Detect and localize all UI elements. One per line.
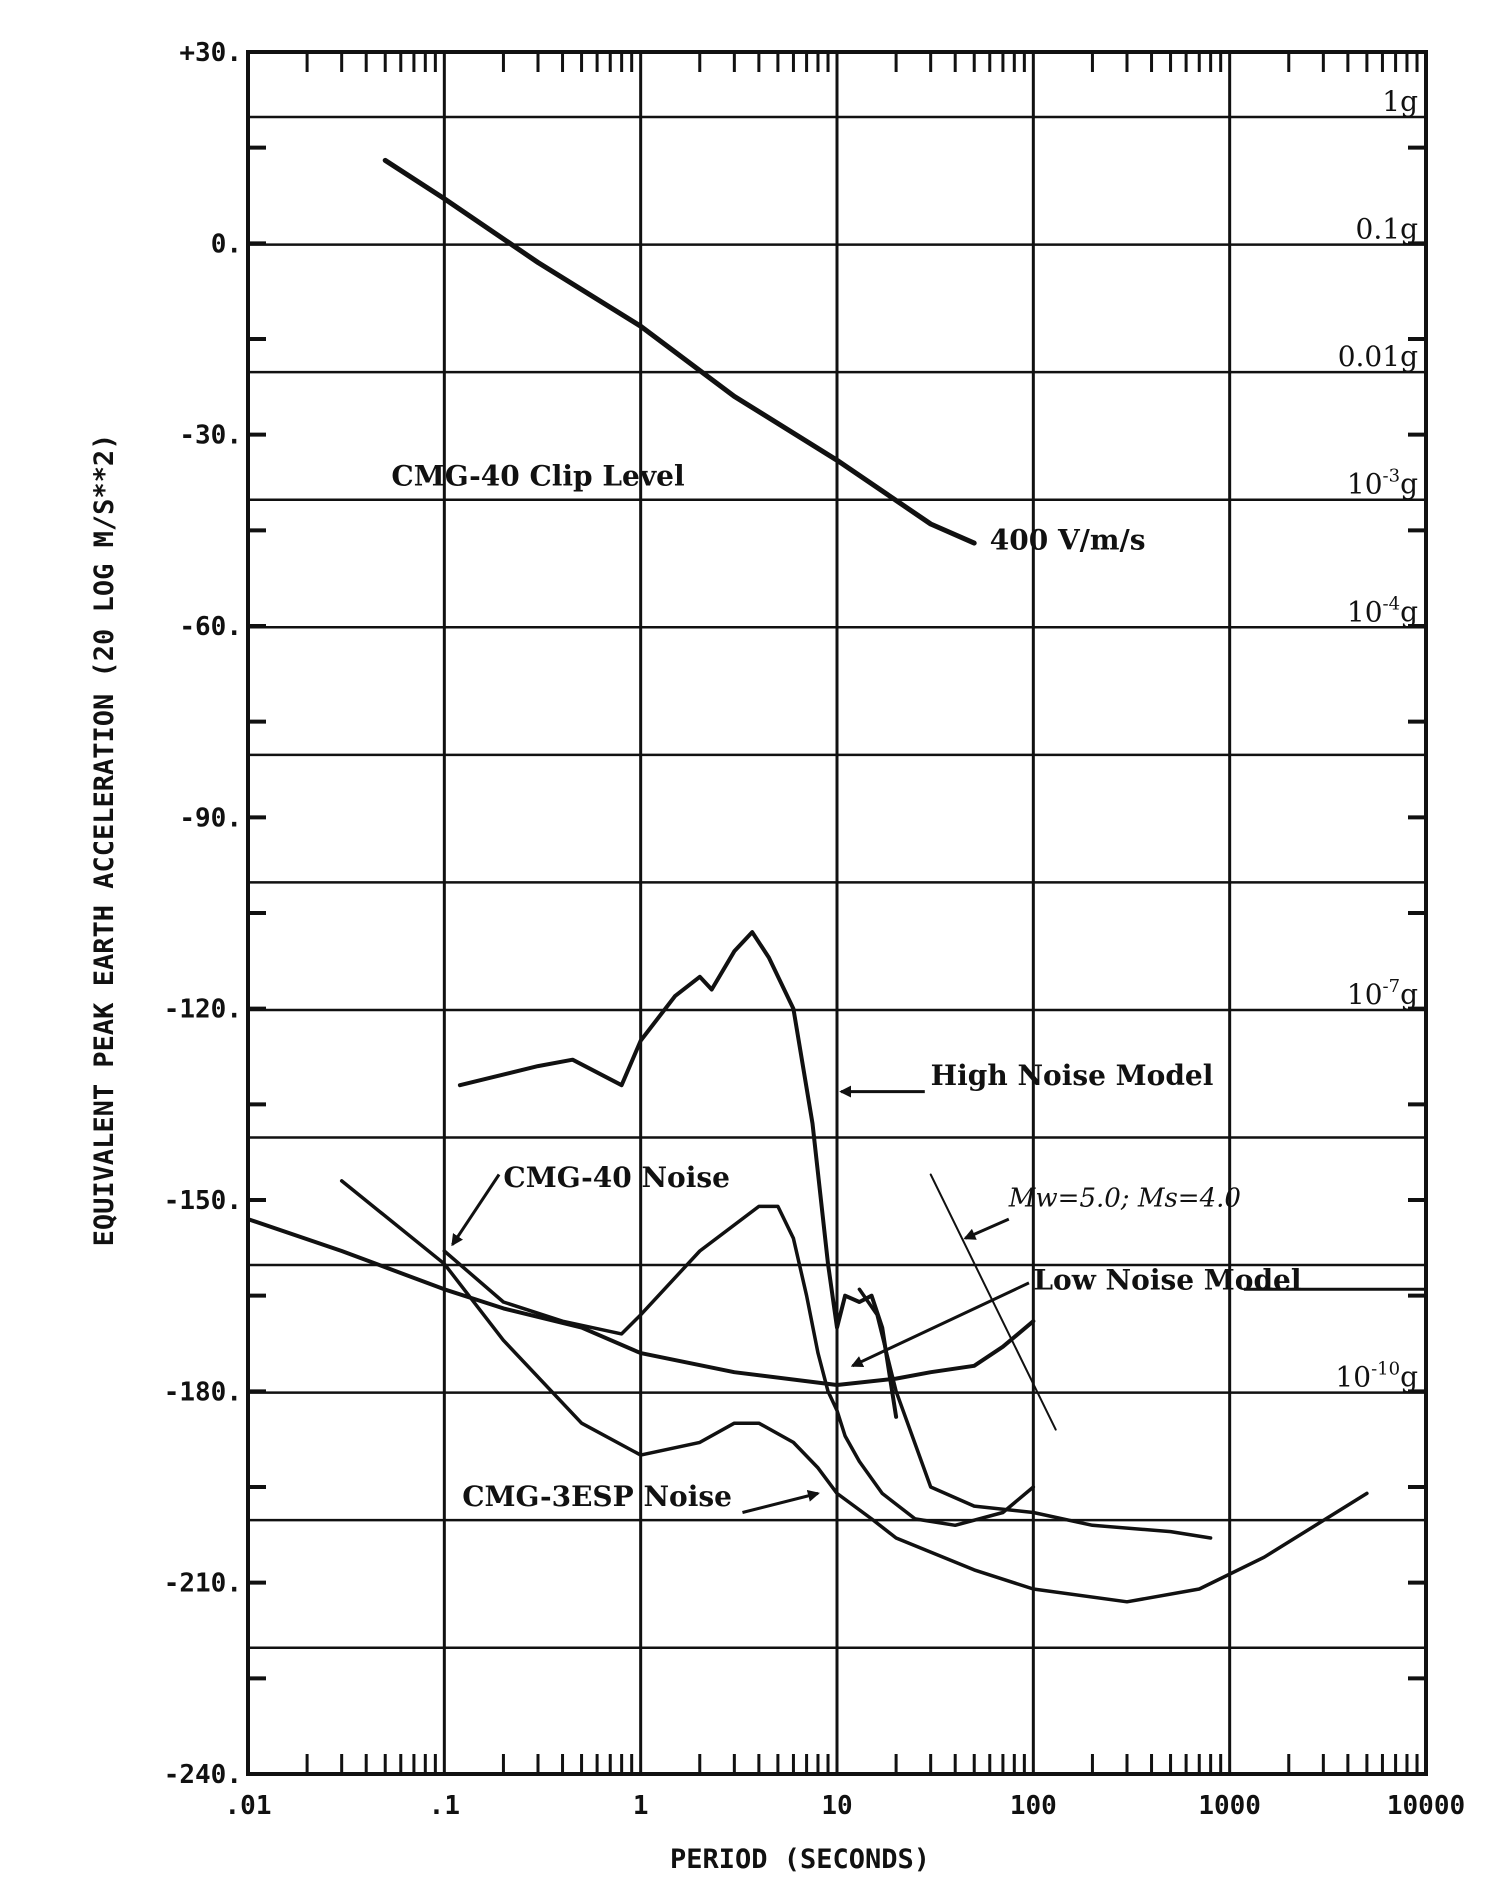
arrow-mw <box>963 1217 1010 1240</box>
series-line-low-noise <box>246 1217 1036 1387</box>
annotation-cmg3esp-noise: CMG-3ESP Noise <box>462 1480 732 1513</box>
axis-labels: .01 .1 1 10 100 1000 10000 +30. 0. -30. -60. -90. -1… <box>164 38 1465 1821</box>
annotation-cmg40-noise: CMG-40 Noise <box>503 1161 730 1194</box>
series-line-tail <box>857 1287 1213 1540</box>
y-tick-label: +30. <box>179 38 242 68</box>
y-tick-label: 0. <box>211 229 242 259</box>
annotation-mw: Mw=5.0; Ms=4.0 <box>1008 1183 1241 1213</box>
y-tick-label: -30. <box>179 421 242 451</box>
plot-frame <box>246 50 1428 1776</box>
annotation-clip-title: CMG-40 Clip Level <box>391 460 684 493</box>
y-axis-title: EQUIVALENT PEAK EARTH ACCELERATION (20 L… <box>89 434 120 1247</box>
axis-ticks <box>248 50 1426 1776</box>
x-tick-label: 1 <box>633 1791 649 1821</box>
x-tick-label: 10 <box>821 1791 852 1821</box>
y-tick-label: -120. <box>164 995 242 1025</box>
series-line-high-noise <box>457 930 899 1419</box>
x-tick-label: .1 <box>429 1791 460 1821</box>
arrow-cmg40-noise <box>451 1173 501 1247</box>
x-tick-label: 1000 <box>1198 1791 1261 1821</box>
g-level-label: 10-4g <box>1347 593 1418 628</box>
x-axis-title: PERIOD (SECONDS) <box>670 1844 930 1875</box>
g-level-label: 10-10g <box>1335 1359 1418 1394</box>
series-line-cmg40-noise <box>442 1204 1036 1528</box>
arrow-cmg3esp-noise <box>742 1490 820 1514</box>
annotation-low-noise: Low Noise Model <box>1033 1263 1301 1296</box>
y-tick-label: -90. <box>179 803 242 833</box>
y-tick-label: -240. <box>164 1760 242 1790</box>
g-level-label: 0.1g <box>1356 213 1419 246</box>
series-lines <box>246 157 1369 1604</box>
x-tick-label: .01 <box>225 1791 272 1821</box>
y-tick-label: -180. <box>164 1377 242 1407</box>
series-line-mw-line <box>929 1173 1057 1431</box>
g-level-label: 10-3g <box>1347 466 1418 501</box>
series-line-clip <box>382 157 977 546</box>
x-tick-label: 10000 <box>1387 1791 1465 1821</box>
g-level-label: 0.01g <box>1338 340 1418 373</box>
arrow-low-noise <box>850 1281 1030 1368</box>
series-line-cmg3esp-noise <box>339 1179 1369 1604</box>
y-tick-label: -60. <box>179 612 242 642</box>
y-tick-label: -150. <box>164 1186 242 1216</box>
annotation-high-noise: High Noise Model <box>931 1059 1214 1092</box>
g-level-label: 10-7g <box>1347 976 1418 1011</box>
x-tick-label: 100 <box>1010 1791 1057 1821</box>
g-level-label: 1g <box>1382 85 1418 118</box>
y-tick-label: -210. <box>164 1569 242 1599</box>
annotation-clip-value: 400 V/m/s <box>990 523 1146 556</box>
grid <box>248 52 1426 1774</box>
annotations: CMG-40 Clip Level 400 V/m/s High Noise Mod… <box>391 460 1426 1514</box>
